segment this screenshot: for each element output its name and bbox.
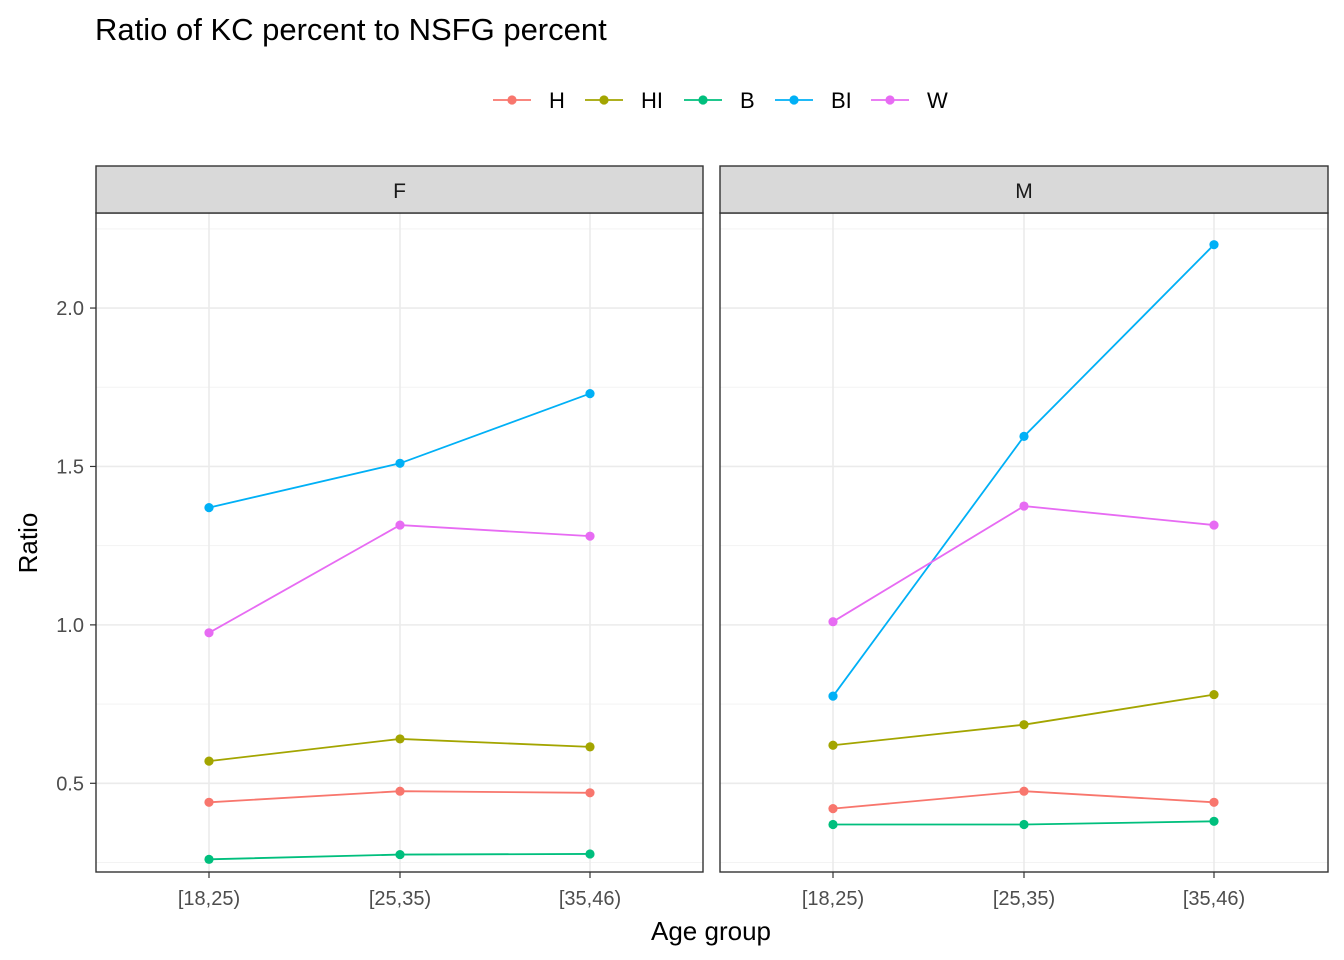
x-tick-label: [35,46)	[1183, 888, 1245, 910]
data-point-b	[204, 855, 213, 864]
x-tick-label: [18,25)	[178, 888, 240, 910]
panel-m: M [18,25) [25,35) [35,46)	[720, 166, 1328, 910]
chart-title: Ratio of KC percent to NSFG percent	[95, 12, 607, 47]
data-point-h	[828, 804, 837, 813]
data-point-hi	[1209, 690, 1218, 699]
data-point-w	[1209, 520, 1218, 529]
data-point-hi	[828, 741, 837, 750]
legend-key-point	[698, 95, 707, 104]
data-point-bi	[204, 503, 213, 512]
facet-panels: F [18,25) [25,35) [35,46) 0.5 1.0 1.5 2.0 M [18,2…	[56, 166, 1328, 910]
data-point-h	[395, 787, 404, 796]
data-point-bi	[1019, 432, 1028, 441]
legend-item-hi: HI	[585, 88, 663, 113]
data-point-b	[395, 850, 404, 859]
data-point-hi	[204, 757, 213, 766]
data-point-hi	[395, 734, 404, 743]
legend-key-point	[789, 95, 798, 104]
data-point-bi	[585, 389, 594, 398]
legend-label: B	[740, 88, 755, 113]
data-point-w	[395, 520, 404, 529]
x-tick-label: [18,25)	[802, 888, 864, 910]
legend-item-h: H	[493, 88, 565, 113]
data-point-h	[204, 798, 213, 807]
legend-label: HI	[641, 88, 663, 113]
legend-key-point	[885, 95, 894, 104]
legend: H HI B BI W	[493, 88, 948, 113]
legend-key-point	[507, 95, 516, 104]
data-point-w	[585, 532, 594, 541]
x-axis-title: Age group	[651, 916, 771, 946]
data-point-b	[1209, 817, 1218, 826]
x-tick-label: [25,35)	[369, 888, 431, 910]
data-point-h	[585, 788, 594, 797]
y-tick-label: 2.0	[56, 298, 84, 320]
y-axis-title: Ratio	[13, 513, 43, 574]
facet-strip-label: M	[1015, 180, 1033, 203]
legend-label: W	[927, 88, 948, 113]
data-point-w	[1019, 501, 1028, 510]
legend-key-point	[599, 95, 608, 104]
legend-label: BI	[831, 88, 852, 113]
facet-strip-label: F	[393, 180, 406, 203]
data-point-b	[585, 849, 594, 858]
data-point-hi	[1019, 720, 1028, 729]
panel-f: F [18,25) [25,35) [35,46) 0.5 1.0 1.5 2.0	[56, 166, 703, 910]
x-tick-label: [25,35)	[993, 888, 1055, 910]
legend-item-b: B	[684, 88, 755, 113]
data-point-w	[828, 617, 837, 626]
data-point-bi	[1209, 240, 1218, 249]
y-tick-label: 1.5	[56, 456, 84, 478]
y-tick-label: 1.0	[56, 615, 84, 637]
data-point-h	[1209, 798, 1218, 807]
data-point-hi	[585, 742, 594, 751]
legend-item-w: W	[871, 88, 948, 113]
data-point-b	[1019, 820, 1028, 829]
y-tick-label: 0.5	[56, 773, 84, 795]
x-tick-label: [35,46)	[559, 888, 621, 910]
data-point-bi	[828, 692, 837, 701]
legend-label: H	[549, 88, 565, 113]
data-point-b	[828, 820, 837, 829]
data-point-bi	[395, 459, 404, 468]
legend-item-bi: BI	[775, 88, 852, 113]
data-point-h	[1019, 787, 1028, 796]
data-point-w	[204, 628, 213, 637]
